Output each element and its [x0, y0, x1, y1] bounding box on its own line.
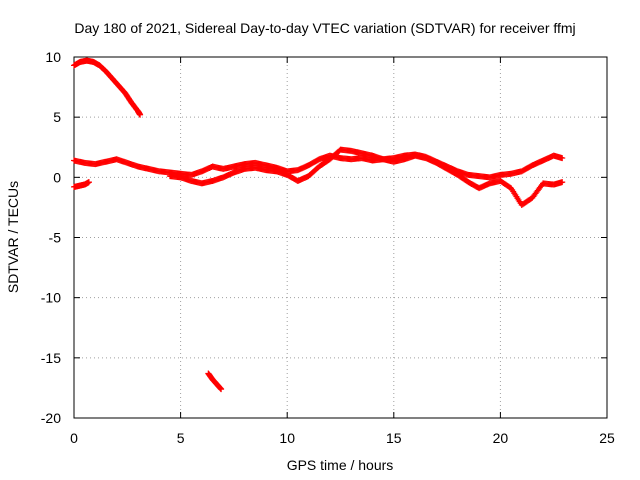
data-points — [71, 57, 566, 393]
x-tick-label: 0 — [70, 430, 78, 446]
x-tick-label: 25 — [599, 430, 615, 446]
y-tick-label: 5 — [53, 109, 61, 125]
series-arc-bottom — [205, 370, 225, 393]
data-point — [85, 179, 92, 186]
tick-labels: 0 5 10 15 20 25 10 5 0 -5 -10 -15 -20 — [41, 49, 615, 446]
y-tick-label: -15 — [41, 350, 61, 366]
tick-marks — [73, 56, 608, 419]
data-point — [559, 179, 566, 186]
x-tick-label: 5 — [177, 430, 185, 446]
x-axis-label: GPS time / hours — [287, 457, 394, 473]
y-tick-label: 10 — [45, 49, 61, 65]
y-tick-label: 0 — [53, 169, 61, 185]
x-tick-label: 20 — [493, 430, 509, 446]
series-arc-left-low — [71, 179, 92, 190]
x-tick-label: 15 — [386, 430, 402, 446]
chart-title: Day 180 of 2021, Sidereal Day-to-day VTE… — [74, 20, 575, 36]
y-tick-label: -5 — [49, 230, 62, 246]
series-arc-lower-band — [166, 146, 566, 209]
data-point — [137, 111, 144, 118]
y-axis-label: SDTVAR / TECUs — [5, 181, 21, 293]
data-point — [559, 155, 566, 162]
data-point — [218, 386, 225, 393]
grid-lines — [74, 57, 607, 418]
y-tick-label: -20 — [41, 410, 61, 426]
y-tick-label: -10 — [41, 290, 61, 306]
x-tick-label: 10 — [279, 430, 295, 446]
series-arc-high — [71, 57, 144, 118]
plot-frame — [73, 56, 608, 419]
